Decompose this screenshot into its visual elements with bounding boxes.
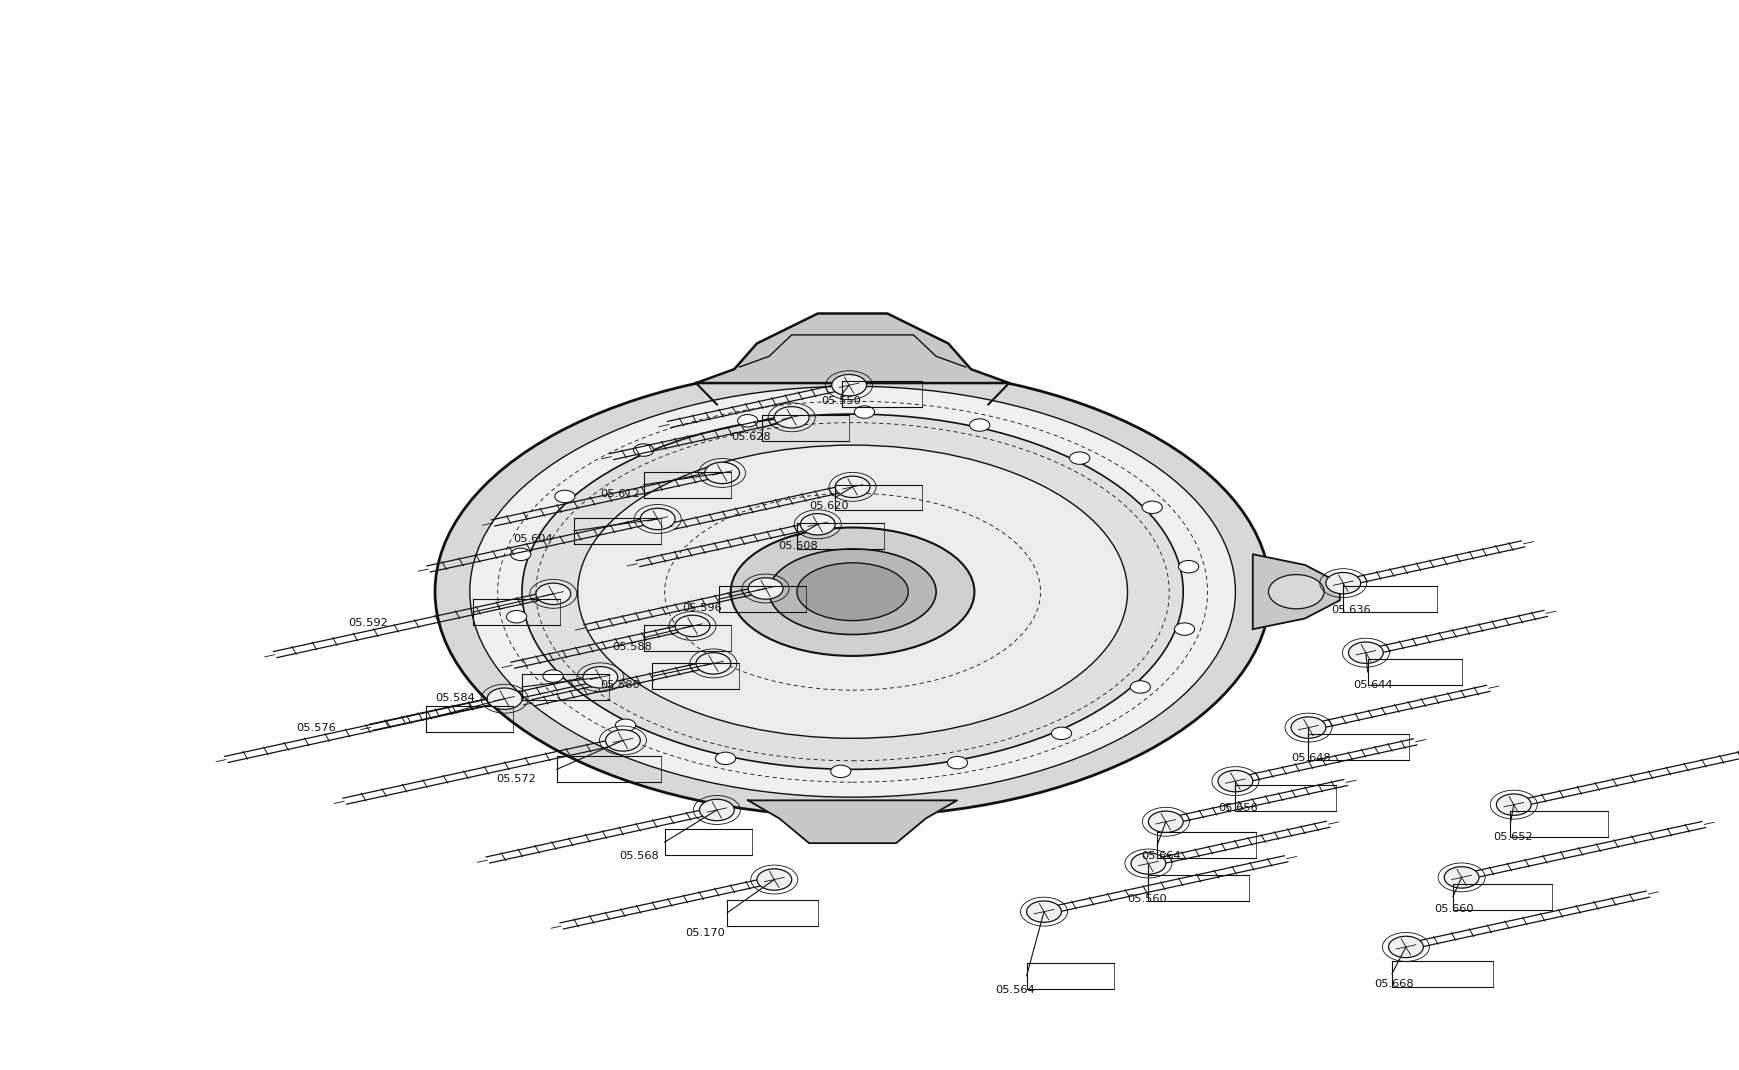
Circle shape bbox=[1325, 572, 1360, 594]
Text: 05.620: 05.620 bbox=[809, 501, 849, 511]
Text: 05.564: 05.564 bbox=[995, 984, 1035, 995]
Text: 05.656: 05.656 bbox=[1217, 802, 1257, 813]
Circle shape bbox=[1388, 936, 1423, 958]
Text: 05.588: 05.588 bbox=[612, 642, 652, 653]
Circle shape bbox=[605, 730, 640, 751]
Circle shape bbox=[1050, 728, 1071, 739]
Circle shape bbox=[715, 752, 736, 765]
Circle shape bbox=[835, 476, 870, 498]
Text: 05.648: 05.648 bbox=[1290, 752, 1330, 763]
Text: 05.580: 05.580 bbox=[600, 679, 640, 690]
Text: 05.636: 05.636 bbox=[1330, 605, 1370, 615]
Polygon shape bbox=[748, 800, 956, 843]
Circle shape bbox=[831, 374, 866, 396]
Circle shape bbox=[1217, 770, 1252, 792]
Circle shape bbox=[633, 444, 654, 456]
Circle shape bbox=[748, 578, 783, 599]
Text: 05.652: 05.652 bbox=[1492, 831, 1532, 842]
Circle shape bbox=[583, 667, 617, 688]
Text: 05.644: 05.644 bbox=[1353, 679, 1393, 690]
Text: 05.576: 05.576 bbox=[296, 722, 336, 733]
Circle shape bbox=[1130, 853, 1165, 874]
Circle shape bbox=[854, 406, 875, 418]
Text: 05.170: 05.170 bbox=[685, 928, 725, 938]
Text: 05.568: 05.568 bbox=[619, 851, 659, 861]
Text: 05.628: 05.628 bbox=[730, 431, 770, 442]
Circle shape bbox=[704, 462, 739, 484]
Text: 05.608: 05.608 bbox=[777, 540, 817, 551]
Circle shape bbox=[1268, 575, 1323, 609]
Circle shape bbox=[1148, 811, 1183, 832]
Circle shape bbox=[1496, 794, 1530, 815]
Text: 05.664: 05.664 bbox=[1141, 851, 1181, 861]
Circle shape bbox=[696, 653, 730, 674]
Circle shape bbox=[774, 407, 809, 428]
Text: 05.584: 05.584 bbox=[435, 692, 475, 703]
Text: 05.592: 05.592 bbox=[348, 617, 388, 628]
Circle shape bbox=[510, 548, 530, 561]
Circle shape bbox=[699, 799, 734, 821]
Circle shape bbox=[616, 719, 635, 732]
Polygon shape bbox=[1252, 554, 1339, 629]
Text: 05.550: 05.550 bbox=[821, 396, 861, 407]
Circle shape bbox=[946, 756, 967, 769]
Circle shape bbox=[640, 508, 675, 530]
Ellipse shape bbox=[435, 367, 1269, 816]
Circle shape bbox=[1069, 452, 1089, 464]
Ellipse shape bbox=[470, 386, 1235, 797]
Ellipse shape bbox=[577, 445, 1127, 738]
Circle shape bbox=[756, 869, 791, 890]
Ellipse shape bbox=[769, 549, 936, 635]
Circle shape bbox=[1290, 717, 1325, 738]
Text: 05.660: 05.660 bbox=[1433, 904, 1473, 915]
Circle shape bbox=[675, 615, 710, 637]
Text: 05.596: 05.596 bbox=[682, 602, 722, 613]
Circle shape bbox=[1141, 501, 1162, 514]
Circle shape bbox=[506, 611, 527, 623]
Circle shape bbox=[1130, 681, 1149, 693]
Circle shape bbox=[555, 490, 574, 503]
Ellipse shape bbox=[522, 414, 1183, 769]
Circle shape bbox=[543, 670, 563, 683]
Circle shape bbox=[536, 583, 570, 605]
Text: 05.668: 05.668 bbox=[1374, 979, 1414, 990]
Text: 05.572: 05.572 bbox=[496, 774, 536, 784]
Circle shape bbox=[1174, 623, 1195, 636]
Circle shape bbox=[1177, 561, 1198, 572]
Circle shape bbox=[737, 414, 758, 427]
Text: 05.604: 05.604 bbox=[513, 534, 553, 545]
Circle shape bbox=[1026, 901, 1061, 922]
Ellipse shape bbox=[730, 528, 974, 656]
Circle shape bbox=[969, 418, 989, 431]
Circle shape bbox=[1348, 642, 1383, 663]
Text: 05.560: 05.560 bbox=[1127, 893, 1167, 904]
Ellipse shape bbox=[796, 563, 908, 621]
Circle shape bbox=[830, 765, 850, 778]
Circle shape bbox=[487, 688, 522, 709]
Circle shape bbox=[800, 514, 835, 535]
Circle shape bbox=[1443, 867, 1478, 888]
Polygon shape bbox=[696, 314, 1009, 383]
Text: 05.612: 05.612 bbox=[600, 489, 640, 500]
